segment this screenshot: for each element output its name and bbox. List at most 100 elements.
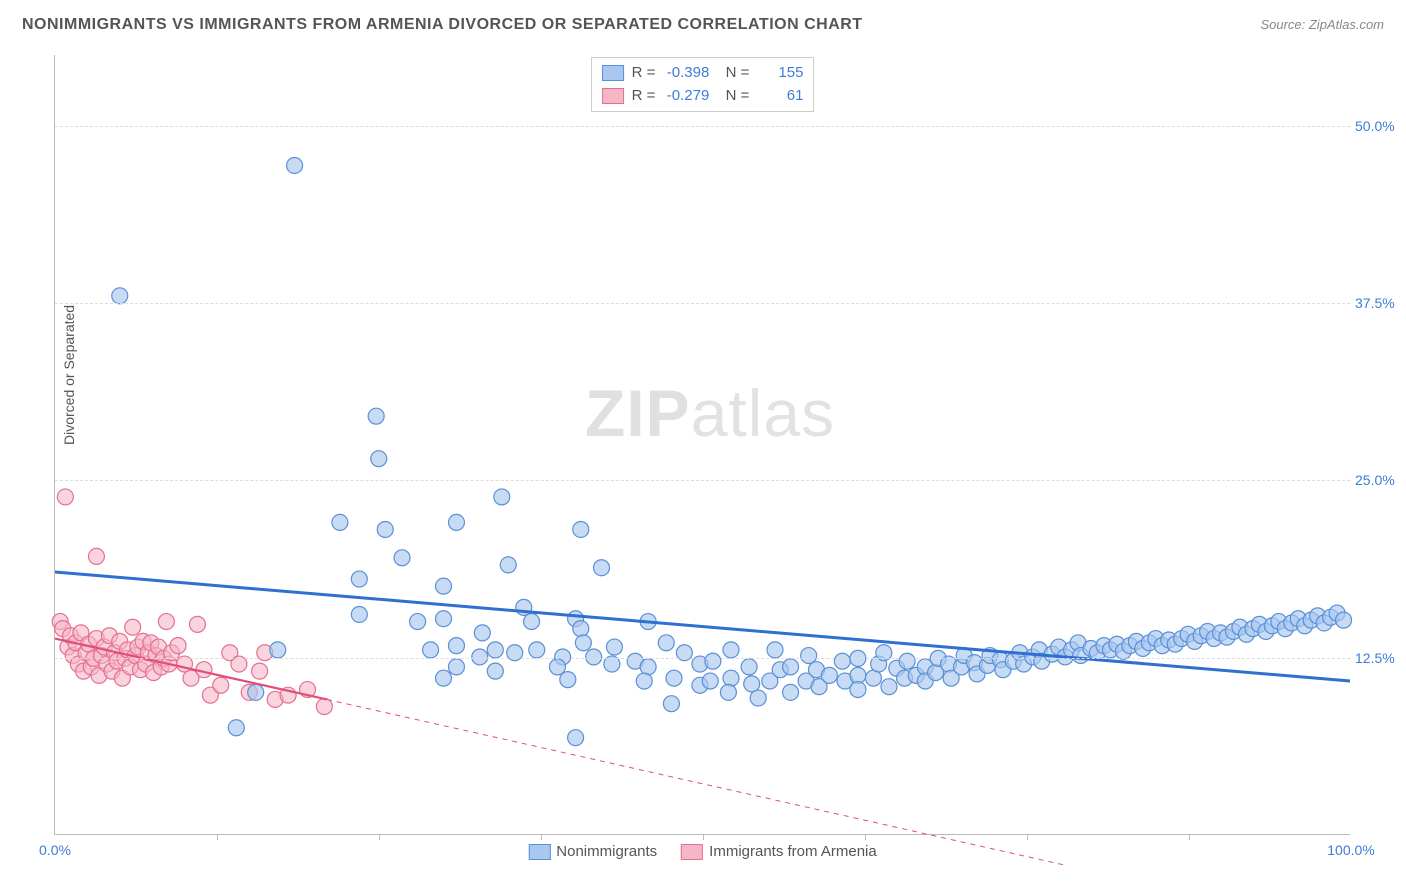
data-point [316, 699, 332, 715]
y-tick-label: 50.0% [1355, 118, 1405, 134]
data-point [568, 730, 584, 746]
data-point [332, 514, 348, 530]
legend-item-pink: Immigrants from Armenia [681, 843, 877, 860]
stat-label-r: R = [632, 85, 656, 108]
data-point [834, 653, 850, 669]
data-point [270, 642, 286, 658]
data-point [410, 614, 426, 630]
data-point [228, 720, 244, 736]
data-point [767, 642, 783, 658]
data-point [524, 614, 540, 630]
data-point [377, 521, 393, 537]
data-point [351, 606, 367, 622]
gridline-h [55, 126, 1350, 127]
source-attribution: Source: ZipAtlas.com [1260, 17, 1384, 32]
data-point [394, 550, 410, 566]
data-point [494, 489, 510, 505]
y-tick-label: 25.0% [1355, 472, 1405, 488]
x-tick-mark [541, 834, 542, 840]
data-point [606, 639, 622, 655]
stat-blue-n: 155 [757, 62, 803, 85]
title-bar: NONIMMIGRANTS VS IMMIGRANTS FROM ARMENIA… [22, 16, 1384, 34]
data-point [783, 684, 799, 700]
data-point [720, 684, 736, 700]
stats-legend-box: R = -0.398 N = 155 R = -0.279 N = 61 [591, 57, 815, 112]
data-point [702, 673, 718, 689]
data-point [741, 659, 757, 675]
gridline-h [55, 658, 1350, 659]
data-point [448, 638, 464, 654]
data-point [436, 670, 452, 686]
x-tick-mark [1027, 834, 1028, 840]
data-point [500, 557, 516, 573]
gridline-h [55, 303, 1350, 304]
data-point [252, 663, 268, 679]
data-point [1336, 612, 1352, 628]
data-point [287, 157, 303, 173]
data-point [899, 653, 915, 669]
data-point [560, 672, 576, 688]
data-point [189, 616, 205, 632]
data-point [881, 679, 897, 695]
data-point [783, 659, 799, 675]
x-tick-mark [703, 834, 704, 840]
swatch-blue [602, 65, 624, 81]
stat-label-n: N = [717, 62, 749, 85]
data-point [744, 676, 760, 692]
data-point [248, 684, 264, 700]
data-point [750, 690, 766, 706]
data-point [573, 621, 589, 637]
data-point [158, 614, 174, 630]
data-point [801, 648, 817, 664]
stats-row-blue: R = -0.398 N = 155 [602, 62, 804, 85]
data-point [351, 571, 367, 587]
y-tick-label: 37.5% [1355, 295, 1405, 311]
x-tick-label: 100.0% [1327, 842, 1374, 858]
data-point [213, 677, 229, 693]
stat-pink-n: 61 [757, 85, 803, 108]
stat-label-n: N = [717, 85, 749, 108]
data-point [821, 667, 837, 683]
legend-label-blue: Nonimmigrants [556, 843, 657, 860]
stat-pink-r: -0.279 [663, 85, 709, 108]
bottom-legend: Nonimmigrants Immigrants from Armenia [528, 843, 876, 860]
stat-blue-r: -0.398 [663, 62, 709, 85]
data-point [436, 611, 452, 627]
data-point [487, 663, 503, 679]
data-point [474, 625, 490, 641]
data-point [575, 635, 591, 651]
data-point [448, 659, 464, 675]
data-point [850, 682, 866, 698]
x-tick-label: 0.0% [39, 842, 71, 858]
data-point [487, 642, 503, 658]
data-point [549, 659, 565, 675]
data-point [125, 619, 141, 635]
data-point [88, 548, 104, 564]
x-tick-mark [865, 834, 866, 840]
swatch-pink [681, 844, 703, 860]
data-point [368, 408, 384, 424]
stat-label-r: R = [632, 62, 656, 85]
data-point [371, 451, 387, 467]
data-point [663, 696, 679, 712]
data-point [423, 642, 439, 658]
data-point [593, 560, 609, 576]
legend-label-pink: Immigrants from Armenia [709, 843, 877, 860]
data-point [723, 670, 739, 686]
data-point [640, 659, 656, 675]
trend-line [327, 699, 1065, 865]
data-point [170, 638, 186, 654]
x-tick-mark [1189, 834, 1190, 840]
data-point [57, 489, 73, 505]
chart-title: NONIMMIGRANTS VS IMMIGRANTS FROM ARMENIA… [22, 16, 863, 34]
swatch-blue [528, 844, 550, 860]
data-point [636, 673, 652, 689]
swatch-pink [602, 88, 624, 104]
x-tick-mark [379, 834, 380, 840]
data-point [658, 635, 674, 651]
gridline-h [55, 480, 1350, 481]
data-point [448, 514, 464, 530]
x-tick-mark [217, 834, 218, 840]
data-point [529, 642, 545, 658]
chart-plot-area: Divorced or Separated ZIPatlas R = -0.39… [54, 55, 1350, 835]
